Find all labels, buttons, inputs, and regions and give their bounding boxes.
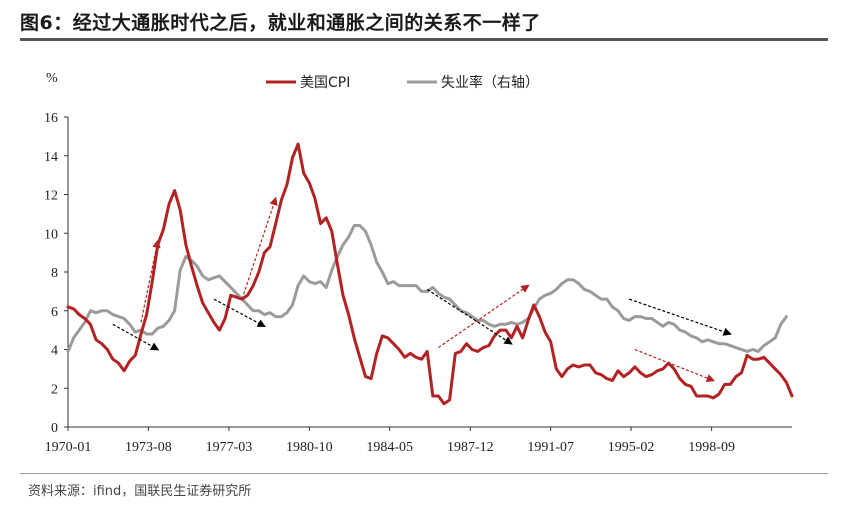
y-tick-label: 14 <box>44 150 58 165</box>
red-trend-arrow <box>241 196 278 300</box>
y-axis-label: % <box>46 71 58 86</box>
black-trend-arrow <box>629 298 732 336</box>
x-tick-label: 1991-07 <box>527 440 574 455</box>
black-trend-arrow <box>426 288 513 345</box>
title-divider <box>20 38 828 41</box>
y-tick-label: 6 <box>51 305 58 320</box>
x-tick-label: 1980-10 <box>286 440 333 455</box>
x-tick-label: 1973-08 <box>125 440 172 455</box>
y-tick-label: 16 <box>44 111 58 126</box>
y-tick-label: 4 <box>51 344 58 359</box>
annotation-layer <box>112 196 732 382</box>
red-trend-arrow <box>140 239 161 323</box>
x-tick-label: 1970-01 <box>45 440 92 455</box>
series-line-cpi <box>66 142 794 406</box>
red-trend-arrow <box>438 284 530 349</box>
source-note: 资料来源：ifind，国联民生证券研究所 <box>28 484 252 499</box>
x-tick-label: 1977-03 <box>206 440 253 455</box>
line-chart: % 美国CPI 失业率（右轴） 0 2 4 6 8 10 12 14 16 1970-01 1973… <box>44 71 794 455</box>
legend-label-unemployment: 失业率（右轴） <box>441 74 539 91</box>
legend: 美国CPI 失业率（右轴） <box>266 74 539 91</box>
y-tick-label: 2 <box>51 382 58 397</box>
x-tick-label: 1995-02 <box>608 440 655 455</box>
x-tick-label: 1984-05 <box>366 440 413 455</box>
axes: 0 2 4 6 8 10 12 14 16 1970-01 1973-08 1977-03 1980-1… <box>44 111 792 455</box>
black-trend-arrow <box>213 298 266 328</box>
y-tick-label: 8 <box>51 266 58 281</box>
series-layer <box>66 142 794 406</box>
x-tick-label: 1998-09 <box>688 440 735 455</box>
legend-label-cpi: 美国CPI <box>300 75 350 91</box>
red-trend-arrow <box>634 348 715 382</box>
y-tick-label: 10 <box>44 227 58 242</box>
x-tick-label: 1987-12 <box>447 440 494 455</box>
figure-title: 图6：经过大通胀时代之后，就业和通胀之间的关系不一样了 <box>20 12 541 34</box>
y-tick-label: 12 <box>44 189 58 204</box>
y-tick-label: 0 <box>51 421 58 436</box>
footer-divider <box>20 473 828 474</box>
black-trend-arrow <box>112 323 160 351</box>
series-line-unemployment <box>66 224 788 353</box>
